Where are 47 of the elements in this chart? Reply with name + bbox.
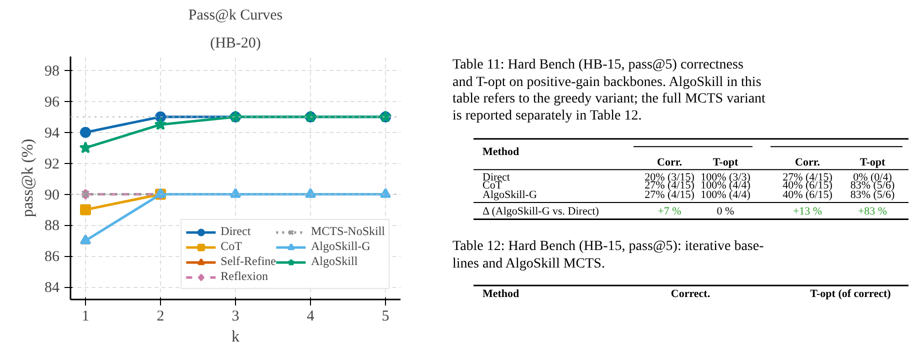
- y-axis-title: pass@k (%): [20, 138, 36, 218]
- legend-label: Self-Refine: [220, 254, 276, 269]
- text: Correct.: [670, 288, 710, 300]
- y-tick-label: 86: [44, 249, 60, 266]
- text: +83 %: [858, 206, 888, 218]
- text: 27% (4/15): [644, 180, 695, 192]
- x-axis-title: k: [232, 328, 240, 346]
- legend-label: AlgoSkill: [310, 254, 358, 269]
- x-tick-label: 4: [306, 308, 315, 324]
- y-tick-label: 92: [44, 156, 60, 172]
- legend-label: Direct: [220, 224, 251, 239]
- y-tick-label: 84: [44, 280, 60, 296]
- text: Method: [482, 146, 520, 158]
- y-tick-label: 98: [44, 63, 60, 80]
- legend-label: AlgoSkill-G: [310, 239, 370, 254]
- text: Δ (AlgoSkill-G vs. Direct): [482, 206, 600, 218]
- x-tick-label: 5: [382, 308, 390, 324]
- text: 100% (4/4): [700, 180, 751, 192]
- caption: Table 12: Hard Bench (HB-15, pass@5): iterative base-: [452, 238, 764, 254]
- text: table refers to the greedy variant; the full MCTS variant: [452, 92, 766, 107]
- text: 0 %: [716, 206, 734, 218]
- chart-subtitle: (HB-20): [210, 36, 261, 52]
- text: and T-opt on positive-gain backbones. AlgoSkill in this: [452, 74, 762, 90]
- legend-label: Reflexion: [220, 269, 268, 284]
- text: T-opt (of correct): [810, 288, 892, 300]
- legend-label: MCTS-NoSkill: [310, 224, 385, 239]
- y-tick-label: 88: [44, 218, 60, 234]
- text: Corr.: [657, 156, 682, 169]
- text: Method: [482, 288, 520, 300]
- x-tick-label: 1: [82, 308, 90, 324]
- text: AlgoSkill-G: [482, 188, 537, 201]
- y-tick-label: 94: [44, 125, 60, 142]
- text: 40% (6/15): [782, 180, 833, 192]
- caption: Table 11: Hard Bench (HB-15, pass@5) correctness: [452, 57, 744, 72]
- y-tick-label: 96: [44, 94, 60, 110]
- text: T-opt: [860, 156, 886, 169]
- chart-title: Pass@k Curves: [188, 8, 283, 24]
- legend-label: CoT: [220, 239, 242, 254]
- x-tick-label: 3: [232, 308, 240, 324]
- text: Corr.: [795, 156, 820, 169]
- text: +13 %: [792, 206, 822, 218]
- text: T-opt: [712, 156, 738, 169]
- text: is reported separately in Table 12.: [452, 108, 642, 124]
- text: lines and AlgoSkill MCTS.: [452, 256, 605, 272]
- x-tick-label: 2: [156, 308, 164, 324]
- text: +7 %: [658, 206, 682, 218]
- y-tick-label: 90: [44, 187, 60, 204]
